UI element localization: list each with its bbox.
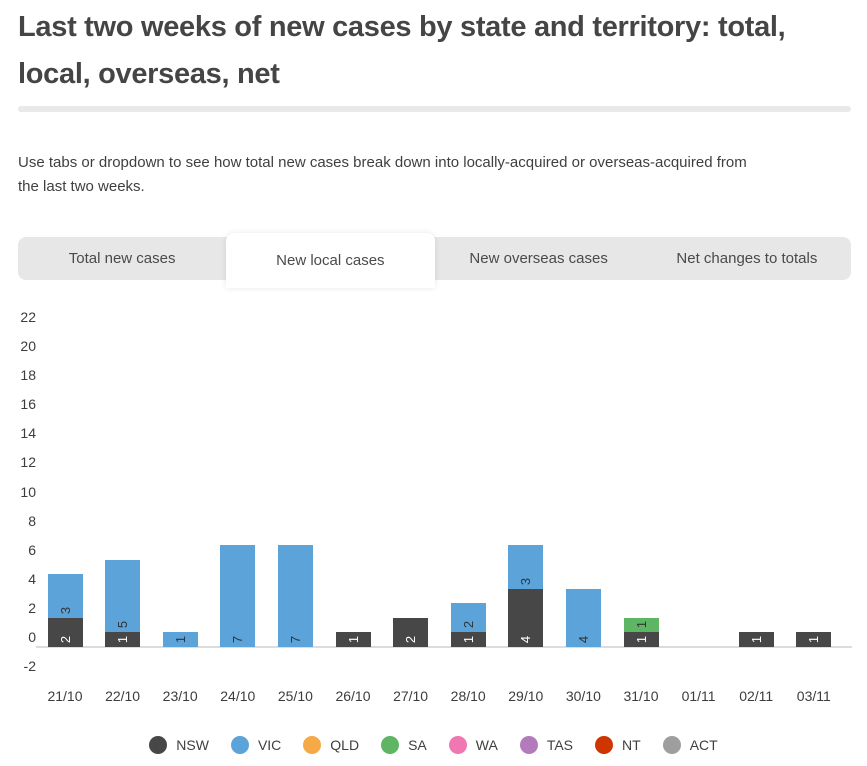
x-tick-label: 26/10 [335, 688, 371, 704]
tab-net-changes-to-totals[interactable]: Net changes to totals [676, 250, 818, 267]
bar-26-10-nsw[interactable]: 1 [335, 632, 371, 647]
y-tick-label: 12 [20, 454, 36, 471]
bar-21-10-nsw[interactable]: 2 [47, 617, 83, 647]
bar-29-10-nsw[interactable]: 4 [508, 588, 544, 647]
x-tick-label: 03/11 [796, 688, 831, 704]
tab-new-overseas-cases[interactable]: New overseas cases [469, 250, 608, 267]
y-tick-label: 8 [28, 512, 36, 529]
x-tick-label: 01/11 [681, 688, 716, 704]
bar-03-11-nsw[interactable]: 1 [796, 632, 832, 647]
legend-item-tas[interactable]: TAS [519, 736, 574, 754]
legend: NSW VIC QLD SA WA TAS NT ACT [0, 736, 867, 754]
y-tick-label: 6 [28, 541, 36, 558]
bar-value-label: 1 [345, 635, 361, 644]
bar-25-10-vic[interactable]: 7 [277, 545, 313, 647]
bar-02-11-nsw[interactable]: 1 [738, 632, 774, 647]
bar-value-label: 1 [633, 621, 649, 629]
bar-29-10-vic[interactable]: 3 [508, 545, 544, 589]
legend-item-qld[interactable]: QLD [303, 736, 359, 754]
y-tick-label: 0 [28, 629, 36, 645]
bar-28-10-nsw[interactable]: 1 [450, 632, 486, 647]
x-axis-line [36, 646, 852, 648]
legend-item-nt[interactable]: NT [595, 736, 641, 754]
divider [18, 106, 851, 112]
x-tick-label: 28/10 [450, 688, 486, 704]
y-tick-label: 20 [20, 338, 36, 354]
bar-value-label: 3 [518, 577, 534, 585]
bar-31-10-nsw[interactable]: 1 [623, 632, 659, 647]
legend-swatch-tas [519, 736, 538, 754]
bar-31-10-sa[interactable]: 1 [623, 617, 659, 633]
legend-item-act[interactable]: ACT [662, 736, 718, 754]
bar-value-label: 4 [518, 635, 534, 644]
bar-value-label: 3 [57, 606, 73, 615]
legend-label: TAS [546, 737, 574, 753]
x-tick-label: 30/10 [565, 688, 601, 704]
legend-swatch-vic [230, 736, 249, 754]
bar-value-label: 7 [287, 635, 303, 644]
bar-value-label: 1 [748, 635, 764, 644]
legend-label: NSW [176, 737, 209, 753]
legend-label: ACT [689, 737, 718, 753]
x-tick-label: 02/11 [739, 688, 774, 704]
x-tick-label: 22/10 [105, 688, 141, 704]
legend-swatch-act [662, 736, 681, 754]
x-tick-label: 27/10 [393, 688, 429, 704]
legend-item-wa[interactable]: WA [448, 736, 498, 754]
x-tick-label: 23/10 [162, 688, 198, 704]
bar-24-10-vic[interactable]: 7 [220, 545, 256, 647]
bar-value-label: 2 [460, 621, 476, 629]
legend-swatch-sa [381, 736, 400, 754]
bar-value-label: 4 [575, 635, 591, 644]
tab-total-new-cases[interactable]: Total new cases [68, 250, 176, 267]
y-tick-label: 14 [20, 425, 36, 442]
legend-swatch-qld [303, 736, 322, 754]
tab-bar: Total new cases New local cases New overse… [18, 233, 851, 288]
legend-item-nsw[interactable]: NSW [149, 736, 209, 754]
x-tick-label: 21/10 [47, 688, 83, 704]
y-tick-label: 18 [20, 367, 36, 384]
legend-label: SA [408, 737, 427, 753]
legend-swatch-nt [595, 736, 614, 754]
y-tick-label: 22 [20, 308, 36, 325]
bar-value-label: 2 [403, 635, 419, 644]
x-tick-label: 31/10 [623, 688, 659, 704]
legend-item-sa[interactable]: SA [381, 736, 427, 754]
bar-value-label: 1 [806, 635, 822, 644]
x-tick-label: 29/10 [508, 688, 544, 704]
bar-21-10-vic[interactable]: 3 [47, 574, 83, 618]
legend-swatch-nsw [149, 736, 168, 754]
tab-new-local-cases[interactable]: New local cases [226, 233, 435, 288]
legend-label: WA [475, 737, 498, 753]
bar-27-10-nsw[interactable]: 2 [393, 617, 429, 647]
bar-value-label: 1 [172, 635, 188, 644]
legend-label: QLD [330, 737, 360, 753]
bar-23-10-vic[interactable]: 1 [162, 632, 198, 647]
y-tick-label: 2 [28, 599, 36, 616]
y-tick-label: -2 [23, 658, 36, 675]
bar-30-10-vic[interactable]: 4 [565, 588, 601, 647]
page-subtitle: Use tabs or dropdown to see how total ne… [18, 154, 747, 195]
page-title: Last two weeks of new cases by state and… [18, 11, 786, 90]
bar-22-10-vic[interactable]: 5 [105, 559, 141, 633]
chart: NSW VIC QLD SA WA TAS NT ACT 22 20 18 16 14 12 10 8 6 4 2… [0, 295, 867, 766]
bar-28-10-vic[interactable]: 2 [450, 603, 486, 633]
bar-value-label: 7 [230, 635, 246, 644]
bar-value-label: 5 [115, 621, 131, 629]
bar-22-10-nsw[interactable]: 1 [105, 632, 141, 647]
legend-swatch-wa [448, 736, 467, 754]
x-tick-label: 24/10 [220, 688, 256, 704]
y-tick-label: 16 [20, 396, 36, 413]
x-tick-label: 25/10 [277, 688, 313, 704]
y-tick-label: 4 [28, 570, 36, 587]
legend-label: VIC [257, 737, 282, 753]
y-tick-label: 10 [20, 483, 36, 500]
legend-label: NT [622, 737, 641, 753]
legend-item-vic[interactable]: VIC [230, 736, 282, 754]
